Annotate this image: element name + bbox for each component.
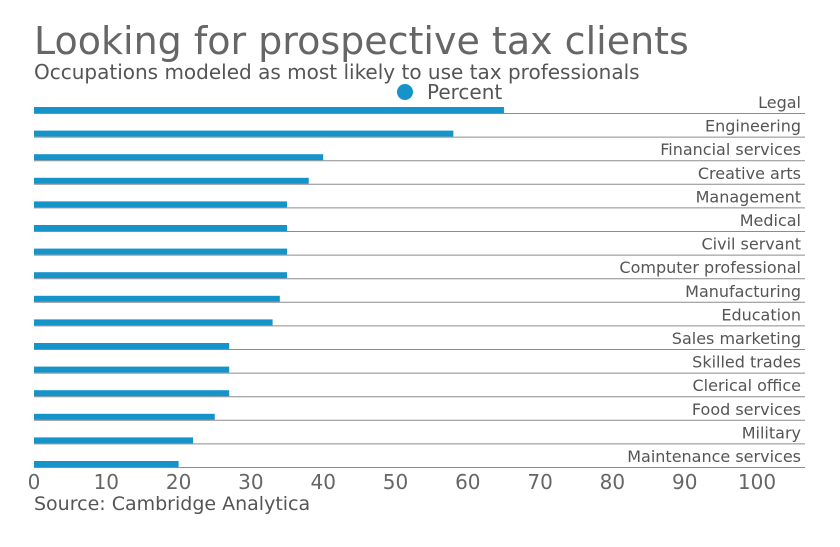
- bar-food-services: [34, 413, 215, 420]
- chart-subtitle: Occupations modeled as most likely to us…: [34, 60, 640, 84]
- category-label: Sales marketing: [672, 329, 801, 348]
- x-tick-label: 10: [94, 470, 119, 494]
- bar-skilled-trades: [34, 366, 230, 373]
- x-tick-label: 90: [672, 470, 697, 494]
- x-axis-ticks: 0 10 20 30 40 50 60 70 80 90 100: [28, 470, 776, 494]
- category-label: Food services: [692, 400, 801, 419]
- x-tick-label: 40: [310, 470, 335, 494]
- x-tick-label: 70: [527, 470, 552, 494]
- chart-rows: Legal Engineering Financial services Creati…: [34, 93, 805, 468]
- category-label: Skilled trades: [692, 353, 801, 372]
- x-tick-label: 60: [455, 470, 480, 494]
- bar-maintenance-services: [34, 461, 179, 467]
- category-label: Financial services: [660, 140, 801, 159]
- bar-sales-marketing: [34, 343, 230, 349]
- x-tick-label: 80: [600, 470, 625, 494]
- category-label: Education: [721, 305, 801, 324]
- category-label: Manufacturing: [685, 282, 801, 301]
- x-tick-label: 100: [738, 470, 776, 494]
- category-label: Maintenance services: [627, 447, 801, 466]
- bar-engineering: [34, 130, 454, 137]
- chart-title: Looking for prospective tax clients: [34, 19, 689, 63]
- category-label: Computer professional: [619, 258, 801, 277]
- source-note: Source: Cambridge Analytica: [34, 493, 310, 515]
- bar-civil-servant: [34, 248, 288, 255]
- category-label: Medical: [740, 211, 801, 230]
- bar-management: [34, 201, 288, 208]
- bar-clerical-office: [34, 390, 230, 397]
- x-tick-label: 50: [383, 470, 408, 494]
- bar-military: [34, 437, 194, 444]
- bar-computer-professional: [34, 272, 288, 279]
- category-label: Engineering: [705, 117, 801, 136]
- category-label: Management: [696, 187, 801, 206]
- bar-education: [34, 319, 273, 326]
- bar-financial-services: [34, 154, 324, 161]
- legend-marker: [397, 84, 413, 100]
- bar-legal: [34, 107, 504, 113]
- category-label: Military: [742, 423, 801, 442]
- x-tick-label: 20: [166, 470, 191, 494]
- category-label: Creative arts: [698, 164, 801, 183]
- x-tick-label: 0: [28, 470, 41, 494]
- category-label: Civil servant: [701, 235, 801, 254]
- category-label: Legal: [758, 93, 801, 112]
- bar-medical: [34, 225, 288, 231]
- x-tick-label: 30: [238, 470, 263, 494]
- legend-label: Percent: [427, 80, 502, 104]
- bar-manufacturing: [34, 295, 280, 302]
- category-label: Clerical office: [692, 376, 801, 395]
- bar-creative-arts: [34, 177, 309, 184]
- legend: Percent: [397, 80, 502, 104]
